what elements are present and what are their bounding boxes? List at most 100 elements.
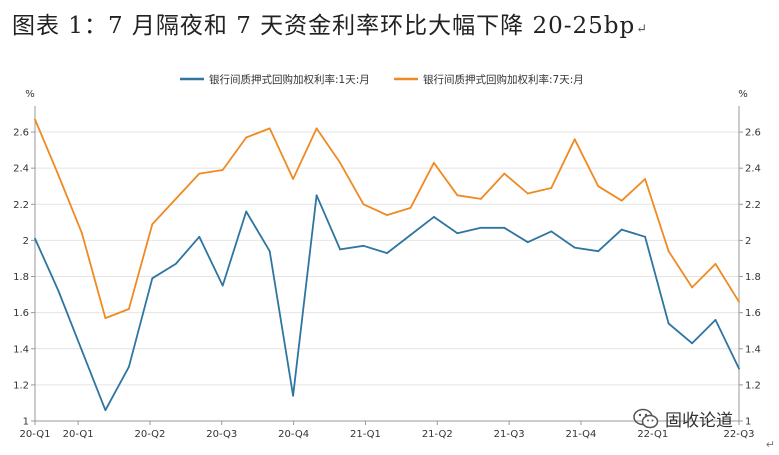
wechat-icon (633, 408, 659, 428)
y-tick-label-right: 2.6 (745, 128, 761, 139)
data-point (245, 210, 248, 213)
data-point (34, 237, 36, 240)
data-point (386, 252, 388, 254)
data-point (714, 262, 717, 265)
data-point (456, 194, 459, 197)
y-tick-label-right: 1.4 (745, 344, 761, 355)
data-point (597, 185, 600, 188)
data-point (221, 169, 224, 171)
grid-lines (35, 131, 739, 422)
y-tick-label-left: 1.8 (13, 272, 29, 283)
chart-legend: 银行间质押式回购加权利率:1天:月 银行间质押式回购加权利率:7天:月 (180, 73, 584, 86)
legend-label-1: 银行间质押式回购加权利率:1天:月 (209, 73, 370, 86)
data-point (57, 174, 60, 177)
data-point (268, 127, 271, 130)
x-tick-label: 20-Q4 (278, 429, 309, 440)
data-point (81, 349, 83, 352)
y-tick-label-right: 2.4 (745, 164, 761, 175)
data-point (127, 308, 130, 310)
data-point (409, 207, 412, 209)
x-tick-label: 20-Q1 (63, 429, 94, 440)
x-tick-label: 20-Q3 (206, 429, 237, 440)
data-point (433, 216, 435, 218)
data-point (573, 138, 576, 141)
data-point (151, 223, 154, 226)
data-point (479, 197, 482, 200)
x-tick-label: 22-Q1 (637, 429, 668, 440)
y-unit-left: % (25, 89, 35, 100)
data-point (104, 317, 107, 319)
y-tick-label-right: 1.2 (745, 380, 761, 391)
y-tick-label-right: 1 (745, 417, 751, 428)
y-tick-label-left: 2 (23, 236, 29, 247)
y-tick-label-left: 1.2 (13, 380, 29, 391)
data-point (503, 172, 506, 175)
legend-label-2: 银行间质押式回购加权利率:7天:月 (423, 73, 584, 86)
data-point (433, 161, 435, 164)
series-line-2 (34, 119, 740, 320)
series-lines (34, 118, 740, 412)
data-point (667, 322, 670, 325)
data-point (597, 250, 600, 253)
watermark: 固收论道 (633, 406, 733, 431)
data-point (362, 244, 365, 247)
y-tick-label-right: 1.6 (745, 308, 761, 319)
data-point (34, 118, 36, 121)
data-point (667, 250, 670, 253)
data-point (644, 178, 647, 180)
data-point (81, 232, 83, 235)
data-point (691, 342, 693, 345)
chart-title-text: 图表 1：7 月隔夜和 7 天资金利率环比大幅下降 20-25bp↵ (12, 6, 648, 40)
data-point (409, 234, 412, 236)
data-point (174, 197, 177, 200)
axes: 1 1 1.2 1.2 1.4 1.4 1.6 1.6 1.8 1.8 2 2 2.2 2.2 2.4 2.4… (13, 89, 761, 440)
x-tick-label: 21-Q3 (494, 429, 525, 440)
y-tick-label-left: 2.4 (13, 164, 29, 175)
x-tick-label: 20-Q2 (134, 429, 165, 440)
x-tick-label: 20-Q1 (20, 429, 51, 440)
y-tick-label-left: 1.6 (13, 308, 29, 319)
x-tick-label: 21-Q2 (422, 429, 453, 440)
corner-mark: ↵ (765, 438, 775, 451)
data-point (292, 178, 295, 180)
data-point (315, 194, 318, 197)
data-point (526, 241, 529, 244)
data-point (245, 136, 248, 139)
data-point (738, 300, 740, 303)
data-point (221, 284, 224, 287)
data-point (198, 172, 201, 175)
data-point (151, 277, 154, 280)
data-point (292, 394, 295, 397)
data-point (362, 203, 365, 206)
y-tick-label-right: 2 (745, 236, 751, 247)
watermark-text: 固收论道 (665, 411, 733, 431)
data-point (738, 367, 740, 370)
y-tick-label-left: 2.6 (13, 128, 29, 139)
y-tick-label-left: 2.2 (13, 200, 29, 211)
y-unit-right: % (738, 89, 748, 100)
data-point (526, 192, 529, 195)
y-tick-label-right: 2.2 (745, 200, 761, 211)
data-point (503, 226, 506, 229)
data-point (456, 232, 459, 235)
y-tick-label-left: 1 (23, 417, 29, 428)
x-tick-label: 21-Q4 (565, 429, 596, 440)
x-tick-label: 21-Q1 (350, 429, 381, 440)
data-point (550, 230, 553, 233)
data-point (315, 127, 318, 130)
data-point (386, 214, 388, 217)
series-line-1 (34, 194, 740, 412)
y-tick-label-right: 1.8 (745, 272, 761, 283)
paragraph-mark: ↵ (636, 22, 649, 37)
data-point (198, 235, 201, 238)
data-point (127, 365, 130, 368)
data-point (57, 290, 60, 292)
data-point (339, 161, 341, 164)
data-point (573, 246, 576, 249)
data-point (339, 248, 341, 251)
data-point (620, 228, 623, 231)
data-point (644, 235, 647, 238)
x-tick-label: 22-Q3 (724, 429, 755, 440)
y-tick-label-left: 1.4 (13, 344, 29, 355)
